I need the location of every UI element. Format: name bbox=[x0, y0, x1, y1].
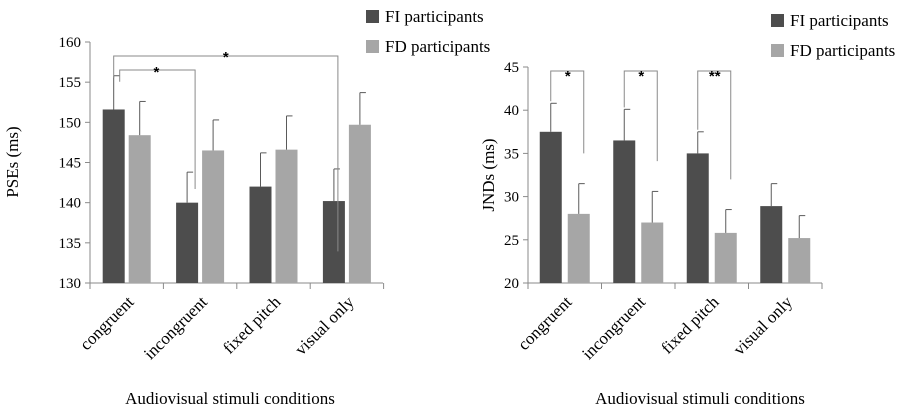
pse-y-tick-label: 155 bbox=[59, 75, 82, 91]
pse-bar-fi-3 bbox=[322, 201, 345, 283]
jnd-bar-fi-0 bbox=[539, 131, 562, 283]
jnd-sig-label: ** bbox=[709, 68, 721, 85]
jnd-sig-label: * bbox=[638, 68, 644, 85]
pse-legend-swatch-fd bbox=[366, 40, 379, 53]
jnd-sig-bracket bbox=[623, 70, 658, 162]
jnd-category-label: visual only bbox=[730, 292, 797, 359]
jnd-y-tick-label: 45 bbox=[504, 60, 519, 76]
jnd-y-tick-label: 25 bbox=[504, 233, 519, 249]
jnd-chart: 20 25 30 35 40 45 congruent incongruent fixed pi… bbox=[479, 11, 895, 408]
jnd-y-tick-label: 20 bbox=[504, 276, 519, 292]
jnd-y-axis-title: JNDs (ms) bbox=[479, 138, 498, 211]
pse-category-label: fixed pitch bbox=[219, 292, 285, 358]
pse-bar-fi-0 bbox=[102, 109, 125, 283]
pse-legend-label-fi: FI participants bbox=[385, 7, 484, 26]
pse-bar-fd-1 bbox=[202, 150, 225, 283]
jnd-bar-fd-3 bbox=[788, 238, 811, 283]
jnd-x-axis-title: Audiovisual stimuli conditions bbox=[595, 389, 805, 408]
pse-legend-swatch-fi bbox=[366, 10, 379, 23]
pse-bar-fi-2 bbox=[249, 186, 272, 283]
jnd-y-tick-label: 35 bbox=[504, 146, 519, 162]
pse-category-label: visual only bbox=[291, 292, 358, 359]
jnd-bar-fi-2 bbox=[686, 153, 709, 283]
jnd-sig-bracket bbox=[550, 70, 585, 154]
pse-bar-fd-2 bbox=[275, 149, 298, 283]
jnd-bar-fd-0 bbox=[567, 213, 590, 283]
pse-bar-fd-3 bbox=[348, 124, 371, 283]
jnd-category-label: incongruent bbox=[578, 292, 649, 363]
pse-sig-label: * bbox=[153, 64, 159, 81]
pse-sig-bracket bbox=[113, 55, 339, 252]
jnd-legend-swatch-fd bbox=[771, 44, 784, 57]
pse-chart: 130 135 140 145 150 155 160 congruent incongruen… bbox=[3, 7, 490, 408]
pse-y-tick-label: 135 bbox=[59, 236, 82, 252]
pse-y-axis-title: PSEs (ms) bbox=[3, 126, 22, 197]
jnd-legend-swatch-fi bbox=[771, 14, 784, 27]
jnd-bar-fd-1 bbox=[641, 222, 664, 283]
jnd-bar-fi-1 bbox=[613, 140, 636, 283]
pse-sig-label: * bbox=[223, 49, 229, 66]
pse-y-tick-label: 145 bbox=[59, 156, 82, 172]
pse-y-tick-label: 140 bbox=[59, 196, 82, 212]
jnd-y-tick-label: 40 bbox=[504, 103, 519, 119]
jnd-sig-bracket bbox=[697, 70, 732, 180]
pse-sig-bracket bbox=[119, 69, 196, 190]
jnd-y-tick-label: 30 bbox=[504, 190, 519, 206]
pse-x-axis-title: Audiovisual stimuli conditions bbox=[125, 389, 335, 408]
jnd-category-label: congruent bbox=[514, 292, 576, 354]
jnd-bar-fi-3 bbox=[760, 206, 783, 283]
pse-category-label: incongruent bbox=[140, 292, 211, 363]
jnd-sig-label: * bbox=[565, 68, 571, 85]
pse-bar-fd-0 bbox=[128, 135, 151, 283]
pse-y-tick-label: 160 bbox=[59, 35, 82, 51]
pse-bar-fi-1 bbox=[176, 202, 199, 283]
jnd-legend-label-fd: FD participants bbox=[790, 41, 895, 60]
pse-y-tick-label: 150 bbox=[59, 115, 82, 131]
pse-legend-label-fd: FD participants bbox=[385, 37, 490, 56]
jnd-bar-fd-2 bbox=[714, 232, 737, 283]
jnd-legend-label-fi: FI participants bbox=[790, 11, 889, 30]
jnd-category-label: fixed pitch bbox=[657, 292, 723, 358]
pse-category-label: congruent bbox=[76, 292, 138, 354]
pse-y-tick-label: 130 bbox=[59, 276, 82, 292]
